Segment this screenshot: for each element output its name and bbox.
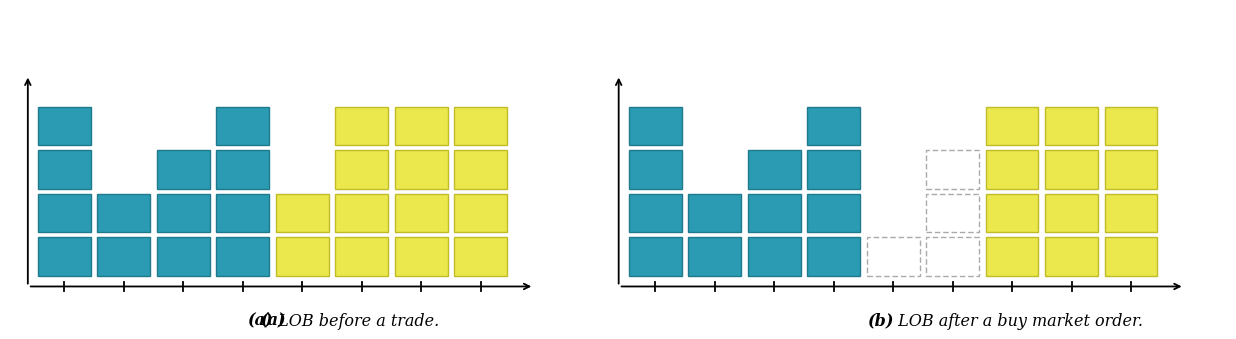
Bar	[157, 237, 210, 276]
Bar	[1046, 237, 1098, 276]
Bar	[216, 194, 269, 232]
Bar	[629, 107, 681, 145]
Bar	[38, 107, 90, 145]
Bar	[807, 107, 860, 145]
Bar	[216, 237, 269, 276]
Bar	[629, 150, 681, 189]
Bar	[926, 194, 979, 232]
Bar	[748, 150, 801, 189]
Bar	[688, 194, 742, 232]
Bar	[629, 194, 681, 232]
Bar	[1105, 237, 1157, 276]
Bar	[807, 194, 860, 232]
Bar	[748, 194, 801, 232]
Bar	[157, 194, 210, 232]
Text: (b): (b)	[866, 313, 894, 330]
Bar	[98, 237, 151, 276]
Bar	[1046, 194, 1098, 232]
Bar	[455, 107, 507, 145]
Bar	[926, 150, 979, 189]
Bar	[98, 194, 151, 232]
Bar	[748, 237, 801, 276]
Bar	[396, 194, 447, 232]
Bar	[335, 237, 388, 276]
Bar	[38, 237, 90, 276]
Bar	[396, 237, 447, 276]
Bar	[276, 194, 329, 232]
Bar	[276, 237, 329, 276]
Bar	[986, 107, 1038, 145]
Bar	[688, 237, 742, 276]
Bar	[157, 150, 210, 189]
Text: LOB before a trade.: LOB before a trade.	[273, 313, 439, 330]
Bar	[38, 150, 90, 189]
Bar	[335, 150, 388, 189]
Bar	[335, 194, 388, 232]
Bar	[1046, 150, 1098, 189]
Bar	[455, 150, 507, 189]
Bar	[1105, 194, 1157, 232]
Bar	[629, 237, 681, 276]
Bar	[455, 237, 507, 276]
Bar	[1046, 107, 1098, 145]
Bar	[807, 150, 860, 189]
Text: (a): (a)	[247, 313, 273, 330]
Bar	[396, 150, 447, 189]
Bar	[38, 194, 90, 232]
Bar	[986, 237, 1038, 276]
Bar	[986, 194, 1038, 232]
Text: (a): (a)	[260, 313, 286, 330]
Text: LOB after a buy market order.: LOB after a buy market order.	[894, 313, 1143, 330]
Bar	[1105, 107, 1157, 145]
Bar	[807, 237, 860, 276]
Bar	[335, 107, 388, 145]
Bar	[396, 107, 447, 145]
Bar	[1105, 150, 1157, 189]
Bar	[986, 150, 1038, 189]
Bar	[926, 237, 979, 276]
Bar	[866, 237, 920, 276]
Bar	[455, 194, 507, 232]
Bar	[216, 150, 269, 189]
Bar	[216, 107, 269, 145]
